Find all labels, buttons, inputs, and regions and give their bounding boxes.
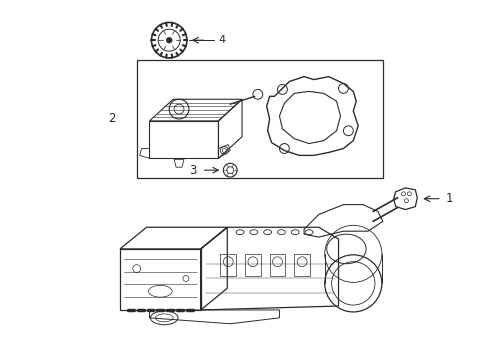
Text: 3: 3 [189,164,197,177]
Bar [270,254,285,275]
Text: 2: 2 [108,112,116,125]
Bar [220,254,236,275]
Bar [294,254,310,275]
Bar [245,254,261,275]
Circle shape [166,37,172,43]
Bar [120,249,201,310]
Text: 4: 4 [219,35,225,45]
Text: 1: 1 [446,192,453,205]
Bar [137,60,383,178]
